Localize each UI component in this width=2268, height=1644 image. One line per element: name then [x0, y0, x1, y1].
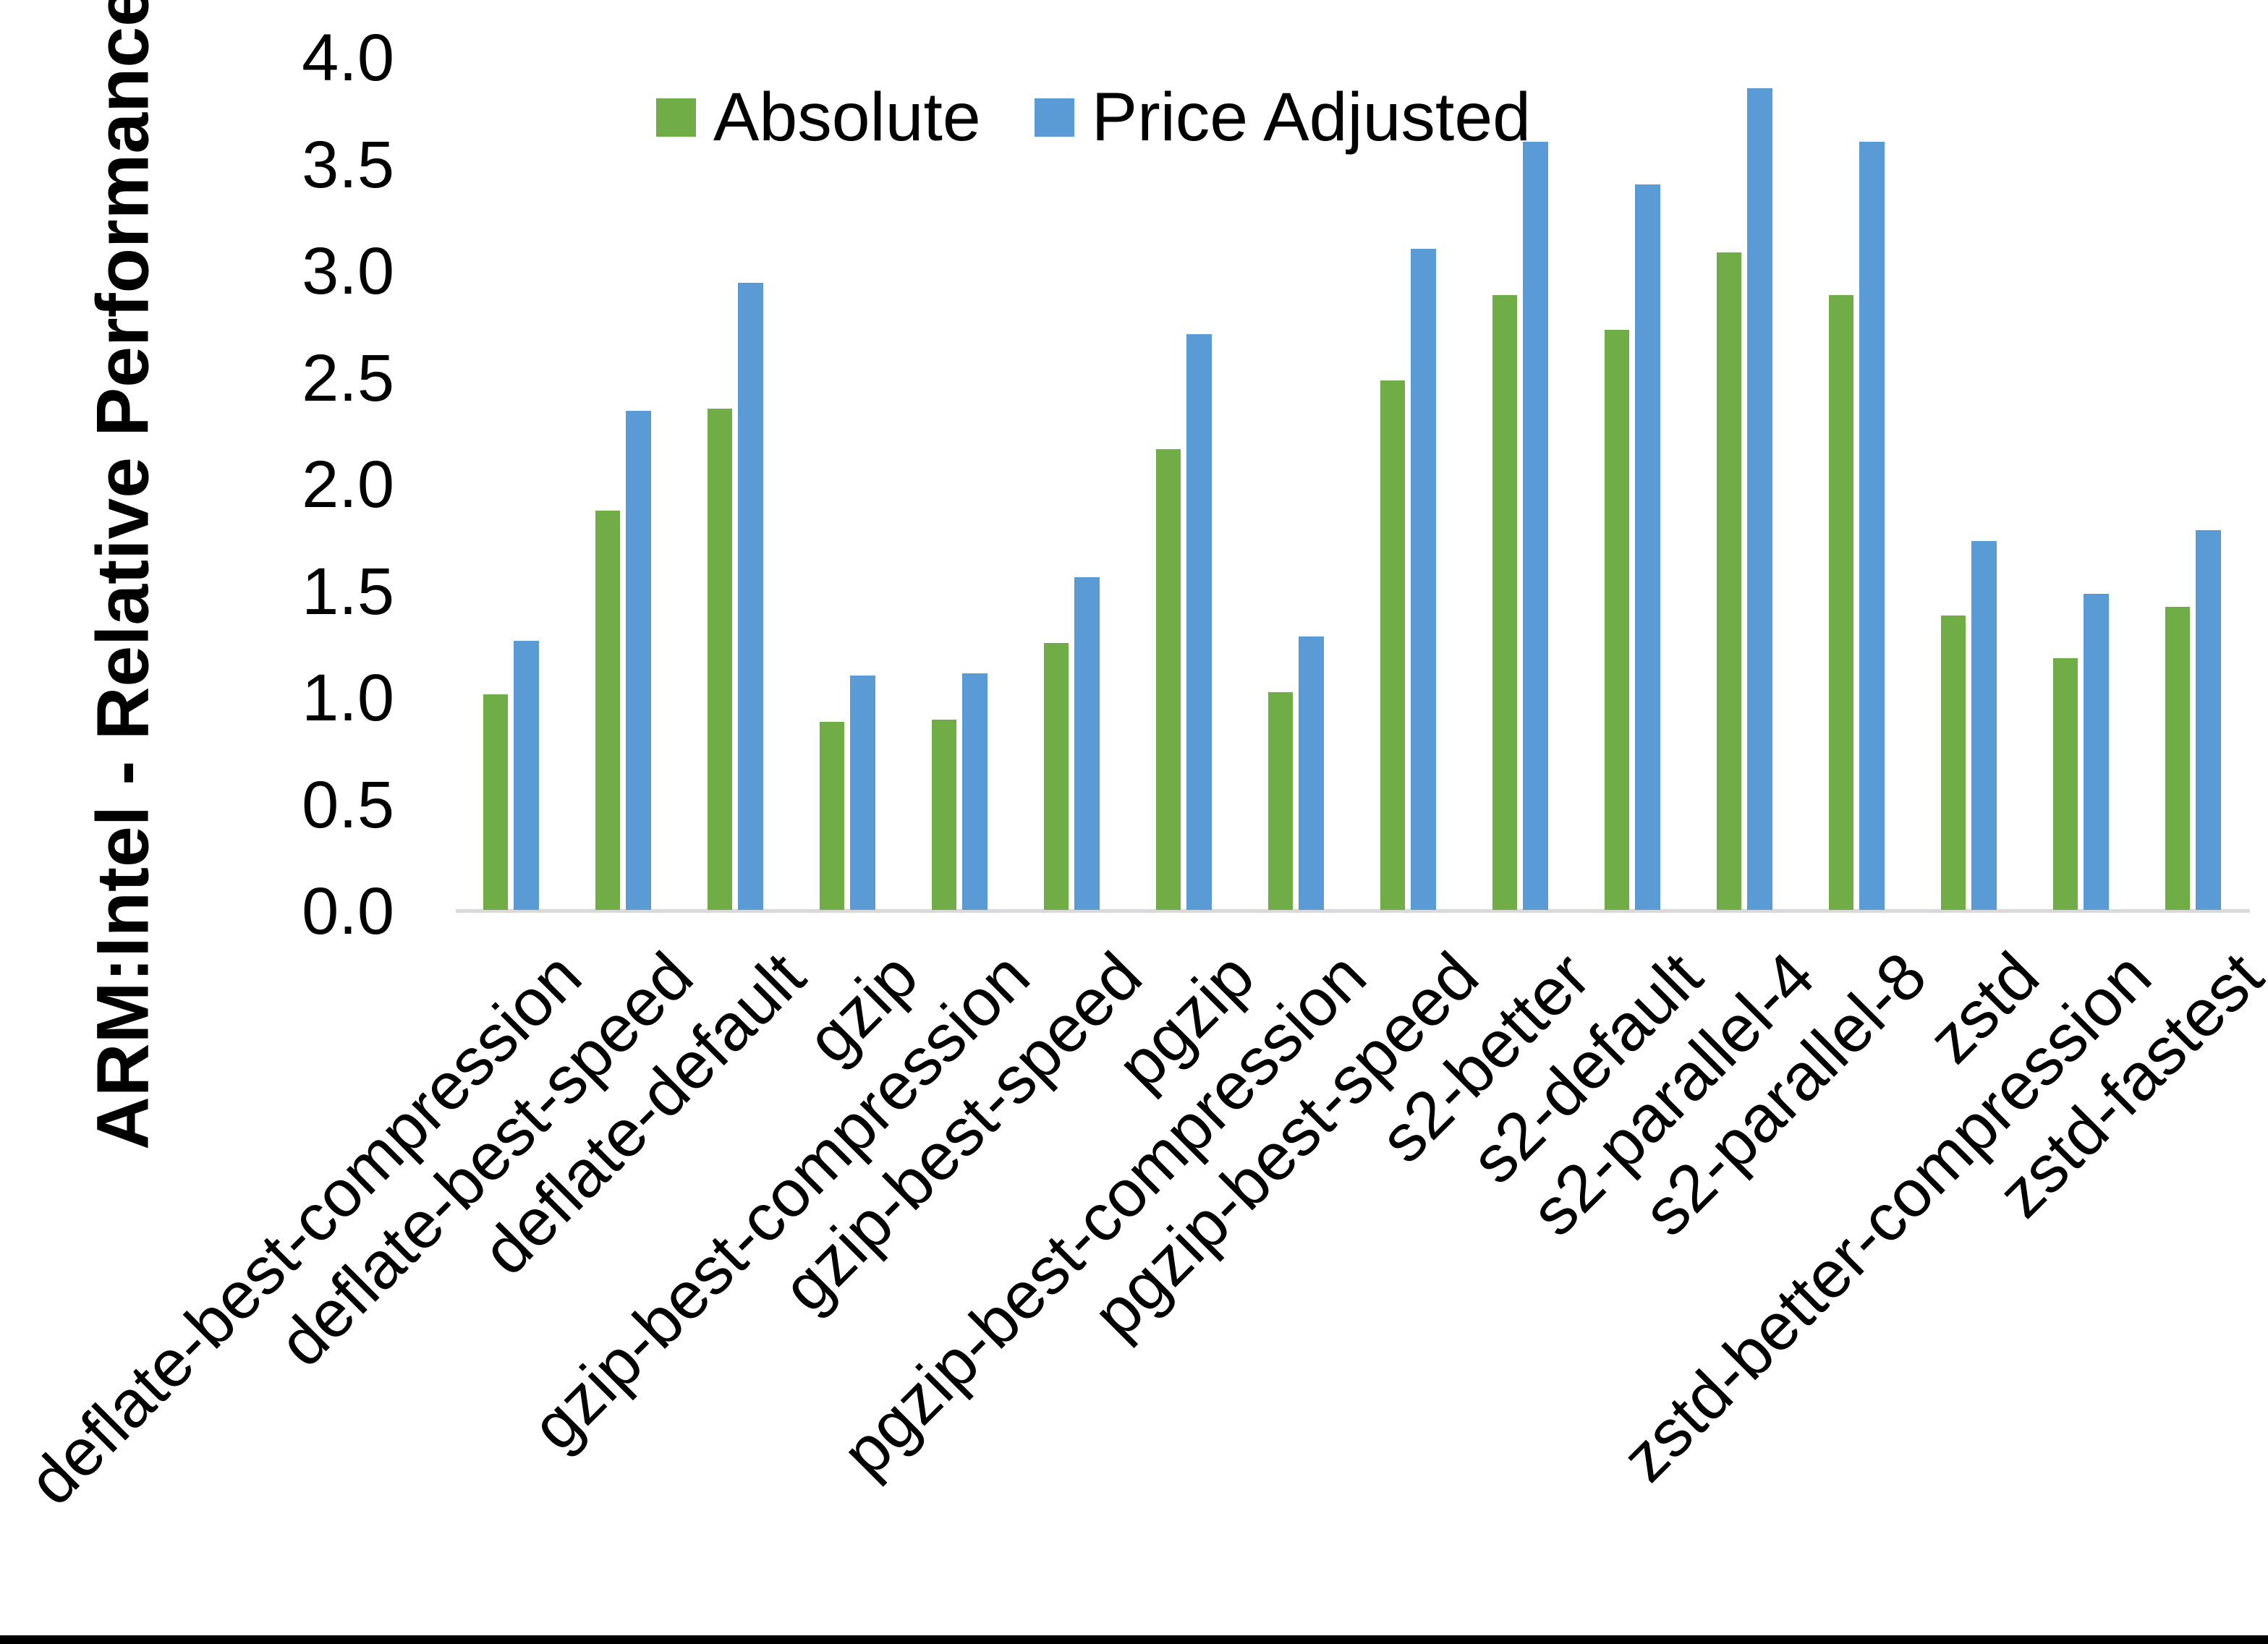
bar-slot: [2138, 56, 2250, 910]
bar-price-adjusted: [1971, 540, 1997, 910]
bar-slot: [1689, 56, 1801, 910]
bar-absolute: [1717, 252, 1741, 910]
y-tick-label: 2.5: [302, 341, 394, 415]
bar-absolute: [708, 408, 732, 910]
y-tick-label: 1.5: [302, 554, 394, 629]
bar-slot: [568, 56, 680, 910]
bar-slot: [1577, 56, 1689, 910]
bar-absolute: [1829, 295, 1853, 910]
bar-absolute: [2053, 657, 2078, 910]
bar-absolute: [1605, 329, 1629, 910]
bar-price-adjusted: [1186, 333, 1212, 910]
bar-price-adjusted: [738, 282, 763, 910]
bar-slot: [1241, 56, 1353, 910]
legend: Absolute Price Adjusted: [656, 78, 1531, 157]
y-tick-label: 0.5: [302, 767, 394, 842]
bar-absolute: [483, 694, 508, 910]
bar-price-adjusted: [1859, 142, 1885, 910]
bar-price-adjusted: [514, 641, 539, 910]
bar-price-adjusted: [850, 675, 875, 910]
bar-slot: [1353, 56, 1465, 910]
bar-price-adjusted: [1411, 248, 1436, 910]
bar-slot: [792, 56, 904, 910]
bar-absolute: [1941, 615, 1966, 910]
bar-slot: [1465, 56, 1577, 910]
plot-area: [456, 56, 2250, 913]
bar-absolute: [595, 511, 620, 910]
image-bottom-border: [0, 1635, 2268, 1644]
bar-slot: [1801, 56, 1914, 910]
legend-swatch-absolute: [656, 98, 696, 137]
y-tick-label: 0.0: [302, 874, 394, 948]
bar-price-adjusted: [962, 673, 988, 910]
y-axis-title: ARM:Intel - Relative Performance: [81, 0, 164, 1150]
bar-price-adjusted: [626, 410, 651, 910]
bar-price-adjusted: [1635, 184, 1660, 910]
legend-label-absolute: Absolute: [713, 79, 981, 156]
y-tick-label: 2.0: [302, 448, 394, 521]
bar-price-adjusted: [1523, 142, 1548, 910]
bar-price-adjusted: [1074, 576, 1100, 910]
bar-slot: [904, 56, 1016, 910]
x-axis-line: [456, 909, 2250, 913]
bar-absolute: [2165, 607, 2190, 910]
bar-absolute: [1380, 380, 1405, 910]
bar-slot: [2026, 56, 2138, 910]
legend-label-price-adjusted: Price Adjusted: [1091, 79, 1531, 156]
bar-absolute: [820, 722, 844, 910]
bar-absolute: [1156, 448, 1181, 910]
y-tick-label: 3.5: [302, 127, 394, 202]
bar-slot: [680, 56, 792, 910]
bar-price-adjusted: [1299, 636, 1324, 910]
y-tick-label: 4.0: [302, 21, 394, 95]
y-tick-label: 3.0: [302, 234, 394, 308]
bar-price-adjusted: [2084, 594, 2109, 910]
bar-absolute: [1492, 295, 1517, 910]
bar-price-adjusted: [2196, 529, 2221, 910]
bar-slot: [1914, 56, 2026, 910]
bar-slot: [456, 56, 568, 910]
bar-absolute: [1268, 692, 1293, 910]
y-tick-label: 1.0: [302, 661, 394, 735]
bar-slot: [1129, 56, 1241, 910]
bar-slot: [1016, 56, 1129, 910]
legend-swatch-price-adjusted: [1034, 98, 1074, 137]
bar-absolute: [1044, 643, 1069, 910]
bar-price-adjusted: [1747, 88, 1772, 910]
bar-absolute: [932, 720, 956, 910]
